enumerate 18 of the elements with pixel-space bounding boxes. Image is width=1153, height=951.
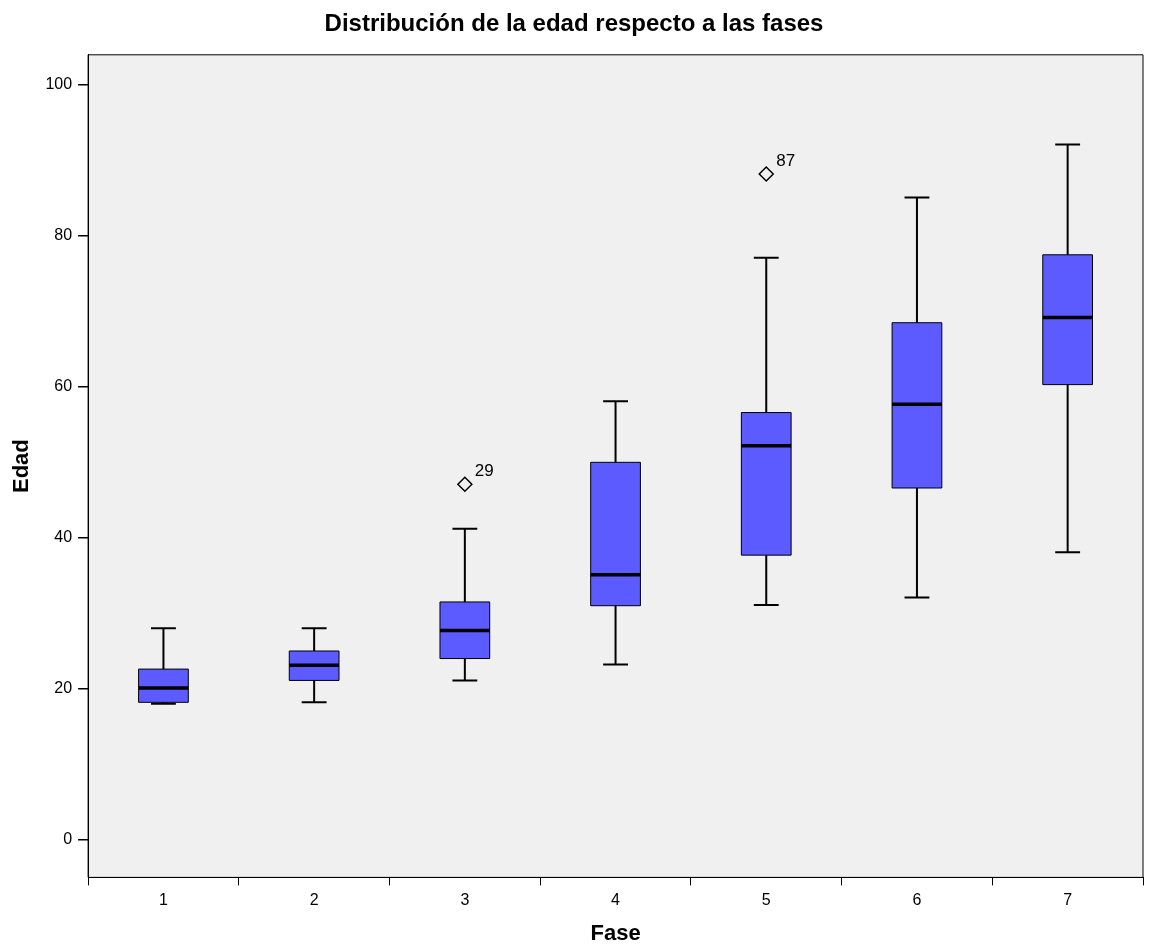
y-tick-label: 80	[54, 226, 73, 244]
x-tick-label: 3	[460, 891, 470, 909]
y-tick-label: 60	[54, 377, 73, 395]
y-axis-title: Edad	[8, 439, 34, 493]
y-tick-label: 100	[45, 75, 73, 93]
x-tick-label: 5	[761, 891, 771, 909]
x-tick-label: 4	[611, 891, 621, 909]
y-tick-label: 0	[63, 830, 73, 848]
chart-title: Distribución de la edad respecto a las fases	[324, 9, 824, 37]
x-axis-title: Fase	[590, 919, 641, 945]
y-tick-label: 20	[54, 679, 73, 697]
y-tick-label: 40	[54, 528, 73, 546]
annotation: 87	[776, 151, 796, 171]
annotation: 29	[474, 461, 494, 481]
x-tick-label: 6	[912, 891, 922, 909]
x-tick-label: 2	[309, 891, 319, 909]
x-tick-label: 1	[158, 891, 168, 909]
x-tick-label: 7	[1063, 891, 1073, 909]
